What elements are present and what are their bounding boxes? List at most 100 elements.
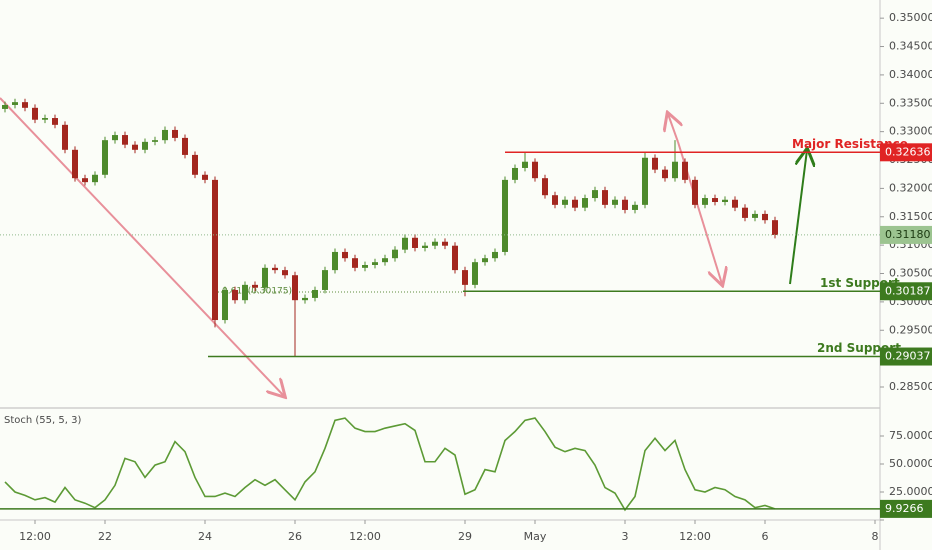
- y-tick-label: 0.31500: [889, 210, 932, 223]
- candle-body: [42, 118, 48, 120]
- candle-body: [552, 195, 558, 205]
- candle-body: [422, 245, 428, 248]
- candle-body: [592, 190, 598, 199]
- candle-body: [102, 140, 108, 175]
- candle-body: [712, 198, 718, 203]
- candle-body: [572, 199, 578, 208]
- x-tick-label: 29: [458, 530, 472, 543]
- candle-body: [752, 213, 758, 218]
- candle-body: [722, 199, 728, 203]
- candle-body: [462, 270, 468, 285]
- candle-body: [672, 161, 678, 179]
- candle-body: [392, 249, 398, 259]
- stoch-line: [4, 417, 776, 512]
- candle-body: [122, 135, 128, 145]
- candle-body: [32, 107, 38, 120]
- candle-body: [212, 179, 218, 321]
- candle-body: [362, 265, 368, 268]
- trend-arrow: [668, 114, 678, 143]
- candle-body: [452, 245, 458, 271]
- candle-body: [272, 267, 278, 271]
- candle-body: [252, 284, 258, 288]
- candle-body: [512, 167, 518, 180]
- candle-body: [472, 262, 478, 285]
- candle-body: [332, 251, 338, 271]
- candle-body: [82, 178, 88, 183]
- candle-body: [22, 102, 28, 108]
- candle-body: [352, 258, 358, 268]
- candle-body: [322, 270, 328, 290]
- candle-body: [152, 140, 158, 142]
- x-tick-label: 24: [198, 530, 212, 543]
- y-tick-label: 0.33000: [889, 125, 932, 138]
- trend-arrow: [0, 97, 284, 396]
- candle-body: [62, 124, 68, 150]
- candle-body: [622, 199, 628, 210]
- x-tick-label: 3: [622, 530, 629, 543]
- x-tick-label: 26: [288, 530, 302, 543]
- candle-body: [742, 207, 748, 218]
- indicator-title: Stoch (55, 5, 3): [4, 415, 81, 426]
- projection-arrow: [789, 150, 807, 285]
- candle-body: [522, 161, 528, 168]
- candle-body: [662, 169, 668, 179]
- x-tick-label: 12:00: [679, 530, 711, 543]
- x-tick-label: 6: [762, 530, 769, 543]
- x-tick-label: 8: [872, 530, 879, 543]
- candle-body: [172, 129, 178, 138]
- level-price-box: [880, 347, 932, 366]
- candle-body: [432, 241, 438, 246]
- candle-body: [192, 154, 198, 175]
- candle-body: [312, 289, 318, 298]
- level-price: 0.29037: [885, 350, 931, 363]
- candle-body: [762, 213, 768, 221]
- candle-body: [282, 270, 288, 276]
- fib-label: 0.618(0.30175): [222, 286, 292, 296]
- level-price-box: [880, 143, 932, 162]
- last-price-label: 0.31180: [885, 228, 931, 241]
- candle-body: [302, 297, 308, 301]
- x-tick-label: 22: [98, 530, 112, 543]
- candle-body: [532, 161, 538, 179]
- y-tick-label: 0.32000: [889, 181, 932, 194]
- candle-body: [112, 135, 118, 141]
- y-tick-label: 0.34000: [889, 68, 932, 81]
- y-tick-label: 25.0000: [889, 485, 932, 498]
- candle-body: [372, 262, 378, 266]
- y-tick-label: 0.28500: [889, 380, 932, 393]
- candle-body: [232, 289, 238, 301]
- candle-body: [382, 258, 388, 263]
- candle-body: [242, 284, 248, 301]
- last-price-box: [880, 225, 932, 244]
- candle-body: [702, 198, 708, 205]
- candle-body: [222, 289, 228, 321]
- candle-body: [2, 104, 8, 109]
- y-tick-label: 0.35000: [889, 11, 932, 24]
- candle-body: [412, 237, 418, 248]
- candle-body: [162, 129, 168, 141]
- candle-body: [72, 149, 78, 179]
- stoch-level-label: 9.9266: [885, 502, 924, 515]
- candle-body: [562, 199, 568, 205]
- candle-body: [502, 179, 508, 252]
- candle-body: [12, 102, 18, 105]
- candle-body: [642, 157, 648, 205]
- candle-body: [182, 137, 188, 155]
- candle-body: [142, 141, 148, 150]
- level-price-box: [880, 282, 932, 301]
- candle-body: [652, 157, 658, 170]
- candle-body: [772, 220, 778, 235]
- level-name: Major Resistance: [792, 137, 908, 151]
- level-price: 0.32636: [885, 145, 931, 158]
- candle-body: [612, 199, 618, 205]
- y-tick-label: 0.29500: [889, 323, 932, 336]
- y-tick-label: 0.33500: [889, 96, 932, 109]
- candle-body: [692, 179, 698, 205]
- candle-body: [682, 161, 688, 180]
- candle-body: [732, 199, 738, 208]
- candle-body: [92, 174, 98, 183]
- x-tick-label: May: [524, 530, 547, 543]
- candle-body: [492, 251, 498, 259]
- candle-body: [132, 144, 138, 150]
- candle-body: [582, 198, 588, 208]
